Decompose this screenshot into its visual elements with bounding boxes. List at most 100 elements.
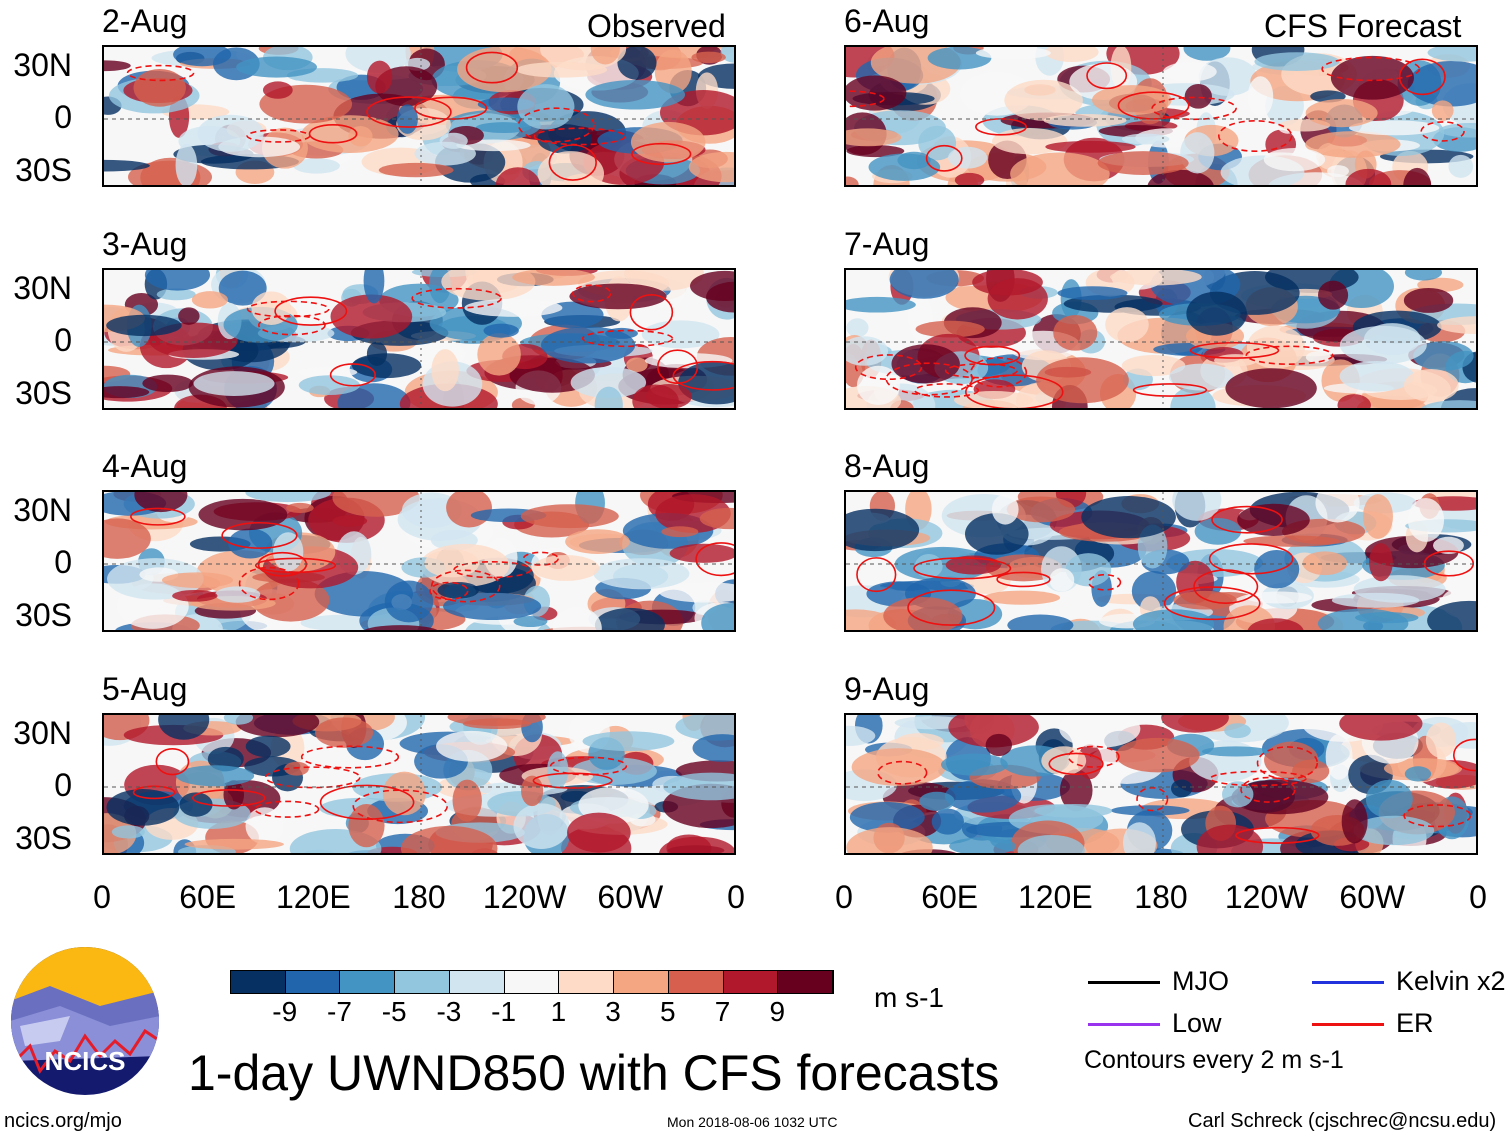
wind-anomaly-blob: [532, 555, 600, 581]
er-contour: [996, 571, 1051, 588]
wind-anomaly-blob: [382, 771, 426, 816]
wind-anomaly-blob: [954, 172, 985, 185]
wind-anomaly-blob: [846, 336, 889, 366]
map-panel: [844, 490, 1478, 632]
wind-anomaly-blob: [1017, 834, 1085, 853]
svg-text:NCICS: NCICS: [45, 1046, 126, 1076]
er-contour: [1088, 573, 1122, 591]
wind-anomaly-blob: [178, 307, 200, 325]
wind-anomaly-blob: [1224, 723, 1251, 739]
lon-tick-label: 0: [835, 879, 853, 915]
legend-label: MJO: [1172, 966, 1229, 996]
wind-anomaly-blob: [104, 159, 150, 172]
wind-anomaly-blob: [1004, 79, 1083, 121]
lon-tick-label: 180: [392, 879, 446, 915]
er-contour: [1189, 341, 1280, 359]
wind-anomaly-blob: [1036, 357, 1129, 404]
wind-anomaly-blob: [1121, 133, 1170, 145]
wind-anomaly-blob: [179, 792, 213, 817]
map-panel: [844, 45, 1478, 187]
wind-anomaly-blob: [692, 734, 734, 762]
wind-anomaly-blob: [630, 121, 706, 163]
wind-anomaly-blob: [948, 715, 1039, 748]
wind-anomaly-blob: [582, 731, 675, 752]
er-contour: [581, 329, 674, 348]
lat-tick-label: 30S: [15, 375, 72, 411]
lon-tick-label: 60E: [921, 879, 979, 915]
wind-anomaly-blob: [1302, 551, 1348, 576]
wind-anomaly-blob: [184, 838, 284, 850]
colorbar-label: -3: [436, 996, 462, 1027]
wind-anomaly-blob: [330, 294, 413, 339]
wind-anomaly-blob: [690, 270, 734, 302]
er-contour: [1240, 776, 1296, 803]
lat-tick-label: 30N: [13, 492, 72, 528]
colorbar-label: -7: [327, 996, 352, 1027]
wind-anomaly-blob: [1437, 316, 1476, 335]
wind-anomaly-blob: [513, 803, 570, 849]
lon-tick-label: 0: [1469, 879, 1487, 915]
wind-anomaly-blob: [1214, 354, 1258, 367]
map-panel: [102, 490, 736, 632]
map-panel: [102, 713, 736, 855]
lat-tick-label: 0: [54, 99, 72, 135]
wind-anomaly-blob: [1171, 779, 1193, 798]
wind-anomaly-blob: [439, 132, 468, 149]
colorbar-swatch: [231, 971, 286, 993]
wind-anomaly-blob: [1365, 779, 1413, 819]
wind-anomaly-blob: [245, 807, 284, 845]
wind-anomaly-blob: [520, 504, 619, 529]
wind-anomaly-blob: [661, 526, 699, 538]
wind-anomaly-blob: [1247, 76, 1274, 117]
colorbar-label: 1: [550, 996, 567, 1027]
wind-anomaly-blob: [846, 725, 876, 746]
wind-anomaly-blob: [985, 733, 1013, 757]
er-contour: [192, 789, 266, 807]
footer-url[interactable]: ncics.org/mjo: [4, 1110, 122, 1132]
footer-author: Carl Schreck (cjschrec@ncsu.edu): [1188, 1110, 1497, 1132]
wind-anomaly-blob: [1201, 746, 1270, 757]
er-contour: [1423, 550, 1475, 577]
colorbar-swatch: [285, 971, 341, 993]
colorbar-swatch: [559, 971, 615, 993]
er-contour: [965, 374, 1064, 408]
lon-tick-label: 60E: [179, 879, 237, 915]
wind-anomaly-blob: [366, 60, 393, 94]
wind-anomaly-blob: [654, 49, 692, 94]
wind-anomaly-blob: [593, 558, 690, 590]
wind-anomaly-blob: [1292, 759, 1330, 783]
wind-anomaly-blob: [175, 765, 255, 787]
er-contour: [130, 507, 186, 526]
panel-date: 2-Aug: [102, 3, 188, 39]
wind-anomaly-blob: [1097, 151, 1189, 175]
wind-anomaly-blob: [669, 543, 734, 563]
er-contour: [631, 142, 692, 166]
wind-anomaly-blob: [569, 283, 667, 310]
er-contour: [672, 360, 734, 391]
panel-date: 6-Aug: [844, 3, 930, 39]
er-contour: [238, 566, 300, 601]
wind-anomaly-blob: [462, 718, 532, 730]
wind-anomaly-blob: [1186, 291, 1247, 336]
wind-anomaly-blob: [1081, 496, 1176, 539]
wind-anomaly-blob: [223, 780, 245, 810]
er-contour: [453, 561, 532, 579]
legend-line: [1088, 981, 1160, 984]
wind-anomaly-blob: [868, 153, 941, 181]
wind-anomaly-blob: [106, 314, 182, 337]
wind-anomaly-blob: [949, 837, 1017, 853]
wind-anomaly-blob: [1403, 287, 1454, 313]
wind-anomaly-blob: [883, 596, 963, 630]
wind-anomaly-blob: [1339, 325, 1427, 365]
wind-anomaly-blob: [286, 502, 314, 513]
wind-anomaly-blob: [945, 555, 1001, 575]
lat-tick-label: 30N: [13, 270, 72, 306]
wind-anomaly-blob: [626, 357, 648, 373]
wind-anomaly-blob: [1041, 746, 1087, 776]
wind-anomaly-blob: [1403, 167, 1432, 185]
wind-anomaly-blob: [1339, 360, 1415, 392]
wind-anomaly-blob: [1183, 47, 1231, 61]
wind-anomaly-blob: [1034, 803, 1113, 818]
wind-anomaly-blob: [1331, 592, 1420, 608]
